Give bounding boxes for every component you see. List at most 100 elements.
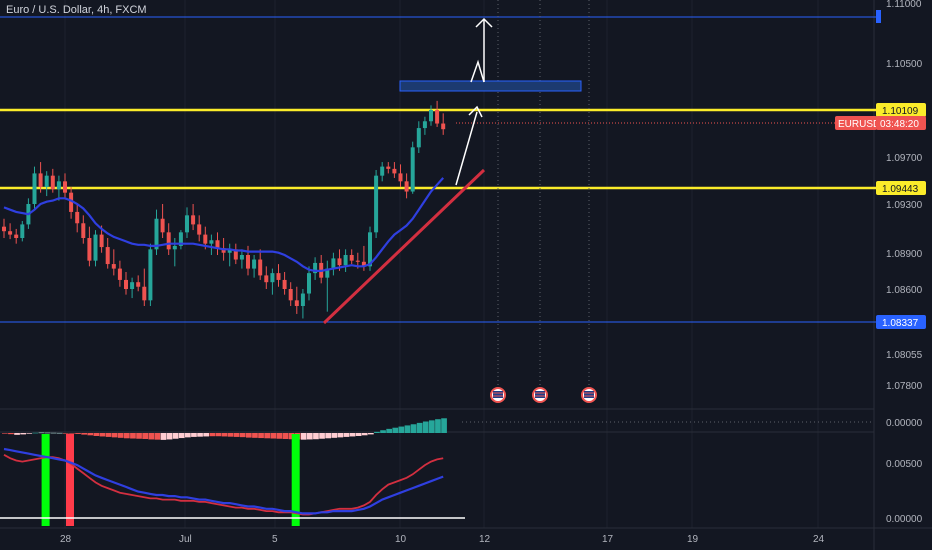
histogram-bar [130, 433, 136, 439]
price-tick: 1.08900 [886, 249, 923, 260]
histogram-bar [191, 433, 197, 437]
chart-title: Euro / U.S. Dollar, 4h, FXCM [6, 4, 147, 16]
candle [404, 173, 409, 199]
histogram-bar [233, 433, 240, 437]
candle-body [148, 249, 153, 301]
candle-body [252, 259, 257, 269]
histogram-bar [221, 433, 228, 437]
histogram-bar [111, 433, 118, 438]
oscillator-tick: 0.00000 [886, 418, 923, 429]
candle [392, 162, 397, 178]
candle [398, 164, 403, 187]
histogram-bar [197, 433, 203, 437]
histogram-bar [319, 433, 325, 439]
time-tick: 28 [60, 534, 72, 545]
candle [270, 268, 275, 295]
histogram-bar [252, 433, 258, 438]
candle [154, 209, 159, 255]
target-zone[interactable] [399, 80, 582, 92]
symbol-badge-label: EURUSD [838, 119, 880, 130]
histogram-bar [20, 433, 26, 435]
candle-body [2, 226, 6, 232]
histogram-bar [276, 433, 283, 439]
histogram-bar [361, 433, 368, 436]
candle [435, 100, 440, 127]
candle [300, 289, 305, 319]
candle-body [361, 261, 366, 267]
histogram-bar [50, 432, 57, 434]
candle [105, 238, 110, 269]
candles [2, 100, 446, 319]
candle-body [392, 168, 397, 174]
event-flag-3[interactable] [581, 387, 597, 403]
event-flag-2[interactable] [532, 387, 548, 403]
candle-body [380, 166, 385, 176]
candle-body [239, 255, 244, 260]
low-level-badge[interactable]: 1.08337 [876, 315, 926, 329]
histogram-bar [178, 433, 185, 439]
histogram-bar [404, 425, 411, 433]
candle [441, 113, 446, 135]
candle [349, 249, 354, 265]
candle [2, 218, 6, 238]
candle-body [111, 264, 116, 269]
candle-body [178, 232, 183, 246]
candle-body [75, 211, 80, 224]
resistance-badge-label: 1.10109 [882, 106, 919, 117]
histogram-bar [282, 433, 289, 439]
support-badge[interactable]: 1.09443 [876, 181, 926, 195]
candle-body [209, 240, 214, 244]
histogram-bar [166, 433, 173, 440]
time-tick: 17 [602, 534, 614, 545]
arrow-up-1[interactable] [455, 111, 478, 186]
candle [294, 286, 299, 314]
histogram-bar [288, 433, 295, 440]
candle [32, 166, 37, 210]
candle [429, 105, 433, 126]
candle [197, 215, 202, 242]
signal-bars [41, 434, 300, 526]
candle-body [87, 238, 92, 261]
candle-body [288, 289, 293, 301]
candle [14, 228, 19, 244]
histogram-bar [148, 433, 155, 440]
histogram-bar [349, 433, 356, 437]
histogram-bar [117, 433, 124, 438]
candle [313, 257, 318, 280]
candle-body [276, 273, 281, 280]
candle [282, 272, 287, 295]
candle-body [172, 245, 177, 250]
candle-body [191, 215, 196, 225]
candle-body [44, 175, 49, 187]
histogram-bar [258, 433, 264, 439]
histogram-bar [203, 433, 209, 437]
candle-body [300, 293, 305, 306]
candle-body [355, 260, 360, 262]
trend-line[interactable] [322, 168, 486, 325]
candle [422, 116, 427, 135]
projection-arrows[interactable] [455, 17, 493, 186]
symbol-badge[interactable]: EURUSD [835, 116, 880, 130]
countdown-badge: 03:48:20 [876, 116, 926, 130]
candle-body [368, 232, 372, 267]
candle-body [258, 259, 263, 276]
histogram-bar [215, 433, 222, 437]
event-flag-1[interactable] [490, 387, 506, 403]
histogram-bar [26, 433, 33, 434]
candle [191, 204, 196, 231]
candle [264, 266, 269, 289]
ma-tick: 0.00000 [886, 514, 923, 525]
histogram-bar [14, 433, 20, 435]
resistance-badge[interactable]: 1.10109 [876, 103, 926, 117]
histogram-bar [270, 433, 277, 439]
histogram-bar [441, 418, 447, 433]
candle [38, 162, 43, 193]
histogram-bar [75, 433, 81, 434]
candle [209, 234, 214, 255]
candle-body [160, 218, 165, 233]
candle-body [337, 258, 342, 266]
candle-body [93, 234, 98, 261]
